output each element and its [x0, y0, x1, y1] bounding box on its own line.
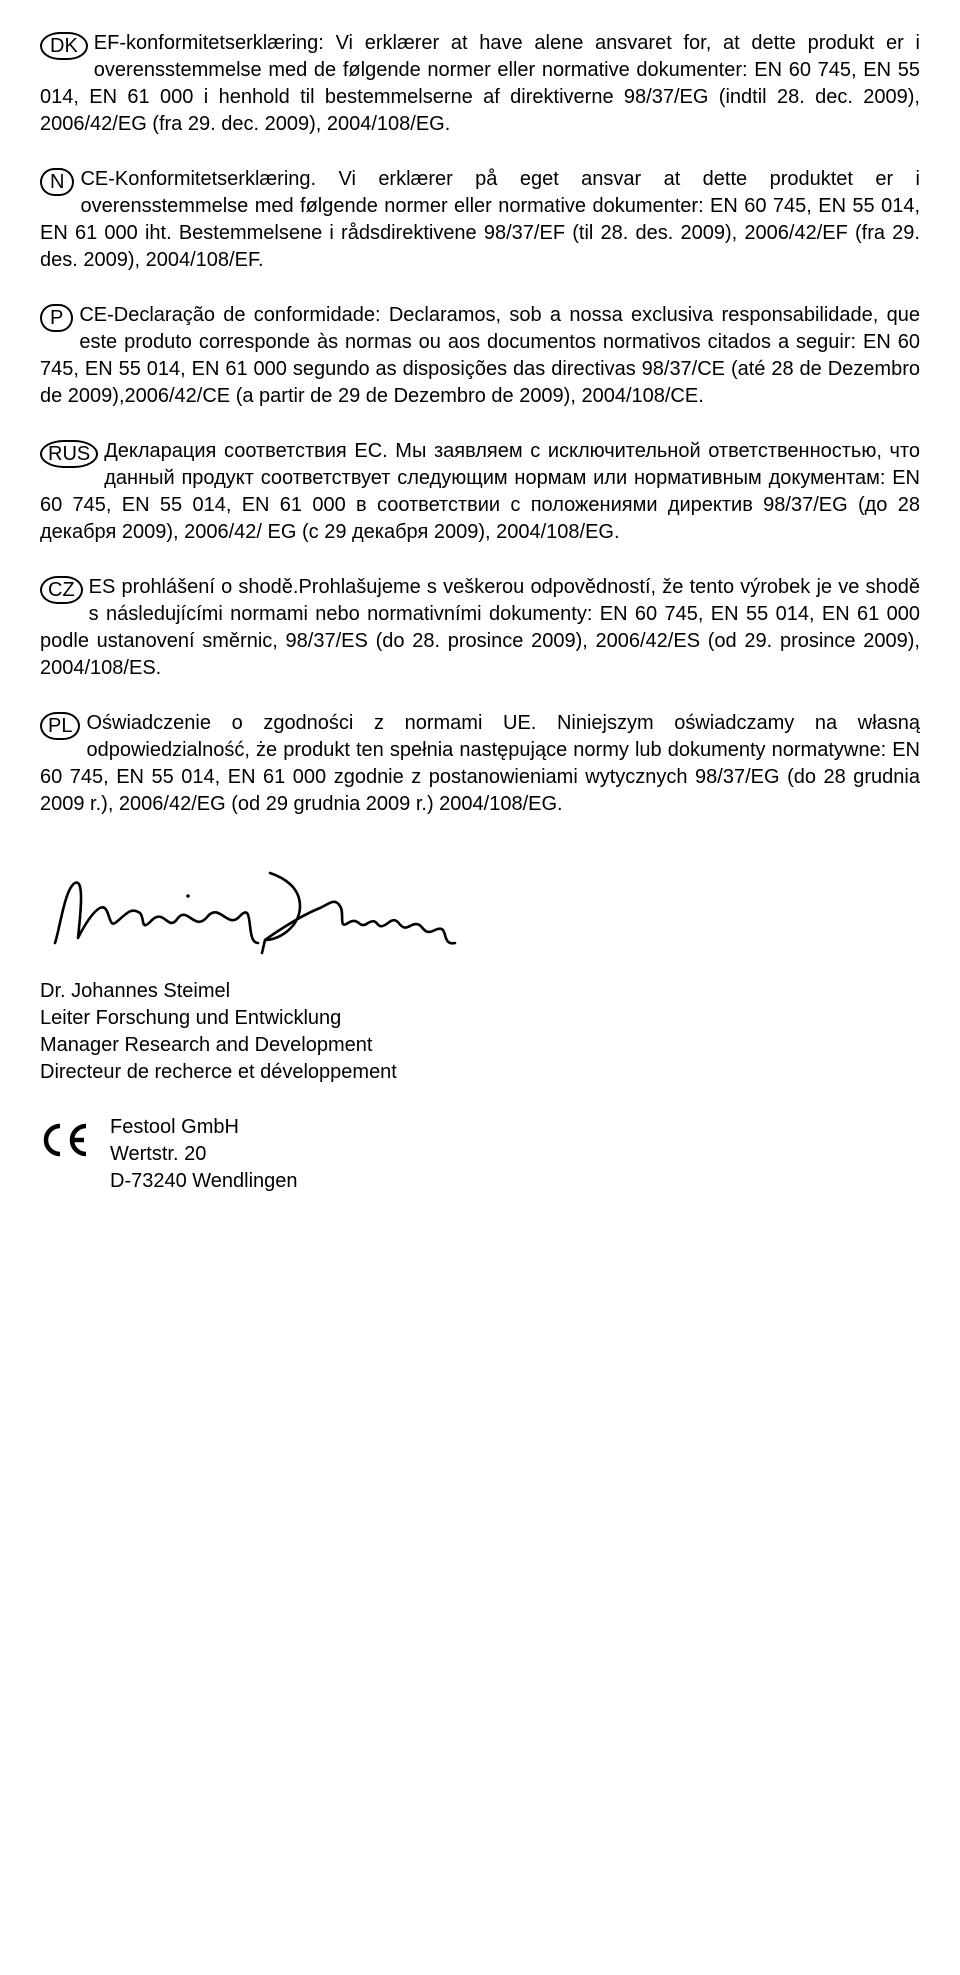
company-street: Wertstr. 20 — [110, 1141, 920, 1168]
signer-title-fr: Directeur de recherce et développement — [40, 1059, 920, 1086]
company-city: D-73240 Wendlingen — [110, 1168, 920, 1195]
signer-name: Dr. Johannes Steimel — [40, 978, 920, 1005]
signer-info: Dr. Johannes Steimel Leiter Forschung un… — [40, 978, 920, 1086]
lang-badge-p: P — [40, 304, 73, 332]
declaration-section-pl: PL Oświadczenie o zgodności z normami UE… — [40, 710, 920, 818]
signer-title-en: Manager Research and Development — [40, 1032, 920, 1059]
signature-block — [40, 858, 920, 968]
declaration-section-cz: CZ ES prohlášení o shodě.Prohlašujeme s … — [40, 574, 920, 682]
lang-badge-n: N — [40, 168, 74, 196]
company-row: Festool GmbH Wertstr. 20 D-73240 Wendlin… — [40, 1114, 920, 1195]
lang-badge-rus: RUS — [40, 440, 98, 468]
company-name: Festool GmbH — [110, 1114, 920, 1141]
declaration-section-dk: DK EF-konformitetserklæring: Vi erklærer… — [40, 30, 920, 138]
lang-badge-cz: CZ — [40, 576, 83, 604]
declaration-section-p: P CE-Declaração de conformidade: Declara… — [40, 302, 920, 410]
company-info: Festool GmbH Wertstr. 20 D-73240 Wendlin… — [110, 1114, 920, 1195]
lang-badge-pl: PL — [40, 712, 80, 740]
signer-title-de: Leiter Forschung und Entwicklung — [40, 1005, 920, 1032]
ce-mark-icon — [40, 1122, 110, 1170]
declaration-text-p: CE-Declaração de conformidade: Declaramo… — [40, 304, 920, 407]
declaration-section-rus: RUS Декларация соответствия ЕС. Мы заявл… — [40, 438, 920, 546]
declaration-text-pl: Oświadczenie o zgodności z normami UE. N… — [40, 712, 920, 815]
signature-icon — [40, 858, 460, 968]
declaration-text-dk: EF-konformitetserklæring: Vi erklærer at… — [40, 32, 920, 135]
declaration-text-cz: ES prohlášení o shodě.Prohlašujeme s veš… — [40, 576, 920, 679]
declaration-section-n: N CE-Konformitetserklæring. Vi erklærer … — [40, 166, 920, 274]
declaration-text-n: CE-Konformitetserklæring. Vi erklærer på… — [40, 168, 920, 271]
lang-badge-dk: DK — [40, 32, 88, 60]
declaration-text-rus: Декларация соответствия ЕС. Мы заявляем … — [40, 440, 920, 543]
